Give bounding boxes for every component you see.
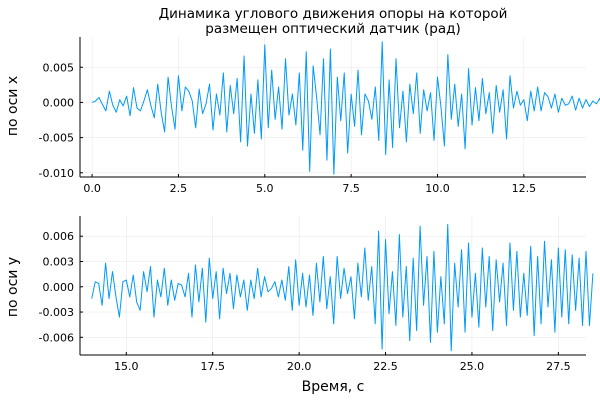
- series-panel-x: [91, 41, 600, 175]
- y-tick-label-y-3: 0.003: [43, 255, 75, 268]
- y-tick-label-y-1: -0.003: [39, 306, 74, 319]
- y-axis-label-x: по оси x: [5, 76, 21, 136]
- x-tick-label-x-1: 2.5: [170, 182, 188, 195]
- chart-title-line-1: Динамика углового движения опоры на кото…: [159, 6, 508, 22]
- x-tick-label-y-4: 25.0: [460, 360, 485, 373]
- axes-panel-y: [79, 216, 586, 356]
- y-tick-label-x-2: 0.000: [43, 96, 75, 109]
- ticks-panel-x: 0.0 2.5 5.0 7.5 10.0 12.5 -0.010 -0.005 0.000 0.0…: [39, 61, 537, 195]
- x-tick-label-y-0: 15.0: [114, 360, 139, 373]
- y-tick-label-x-3: 0.005: [43, 61, 75, 74]
- panel-y-axis: по оси y Время, с 15.0 17.5 20.0 22.5 25.0 27…: [5, 216, 594, 395]
- y-tick-label-y-4: 0.006: [43, 230, 75, 243]
- series-panel-y: [91, 223, 594, 352]
- y-axis-label-y: по оси y: [5, 257, 21, 317]
- x-axis-label: Время, с: [302, 379, 365, 395]
- x-tick-label-x-0: 0.0: [83, 182, 101, 195]
- x-tick-label-y-3: 22.5: [373, 360, 398, 373]
- series-line-y: [91, 223, 594, 352]
- y-tick-label-y-2: 0.000: [43, 281, 75, 294]
- x-tick-label-x-2: 5.0: [256, 182, 274, 195]
- x-tick-label-y-2: 20.0: [287, 360, 312, 373]
- x-tick-label-x-3: 7.5: [342, 182, 360, 195]
- ticks-panel-y: 15.0 17.5 20.0 22.5 25.0 27.5 -0.006 -0.003 0.00…: [39, 230, 571, 373]
- y-tick-label-x-1: -0.005: [39, 132, 74, 145]
- chart-title-line-2: размещен оптический датчик (рад): [205, 21, 460, 37]
- y-tick-label-x-0: -0.010: [39, 167, 74, 180]
- series-line-x: [91, 41, 600, 175]
- x-tick-label-x-4: 10.0: [425, 182, 450, 195]
- y-tick-label-y-0: -0.006: [39, 331, 74, 344]
- x-tick-label-y-1: 17.5: [200, 360, 225, 373]
- x-tick-label-y-5: 27.5: [546, 360, 571, 373]
- x-tick-label-x-5: 12.5: [512, 182, 537, 195]
- panel-x-axis: Динамика углового движения опоры на кото…: [5, 6, 600, 195]
- axes-panel-x: [79, 37, 586, 178]
